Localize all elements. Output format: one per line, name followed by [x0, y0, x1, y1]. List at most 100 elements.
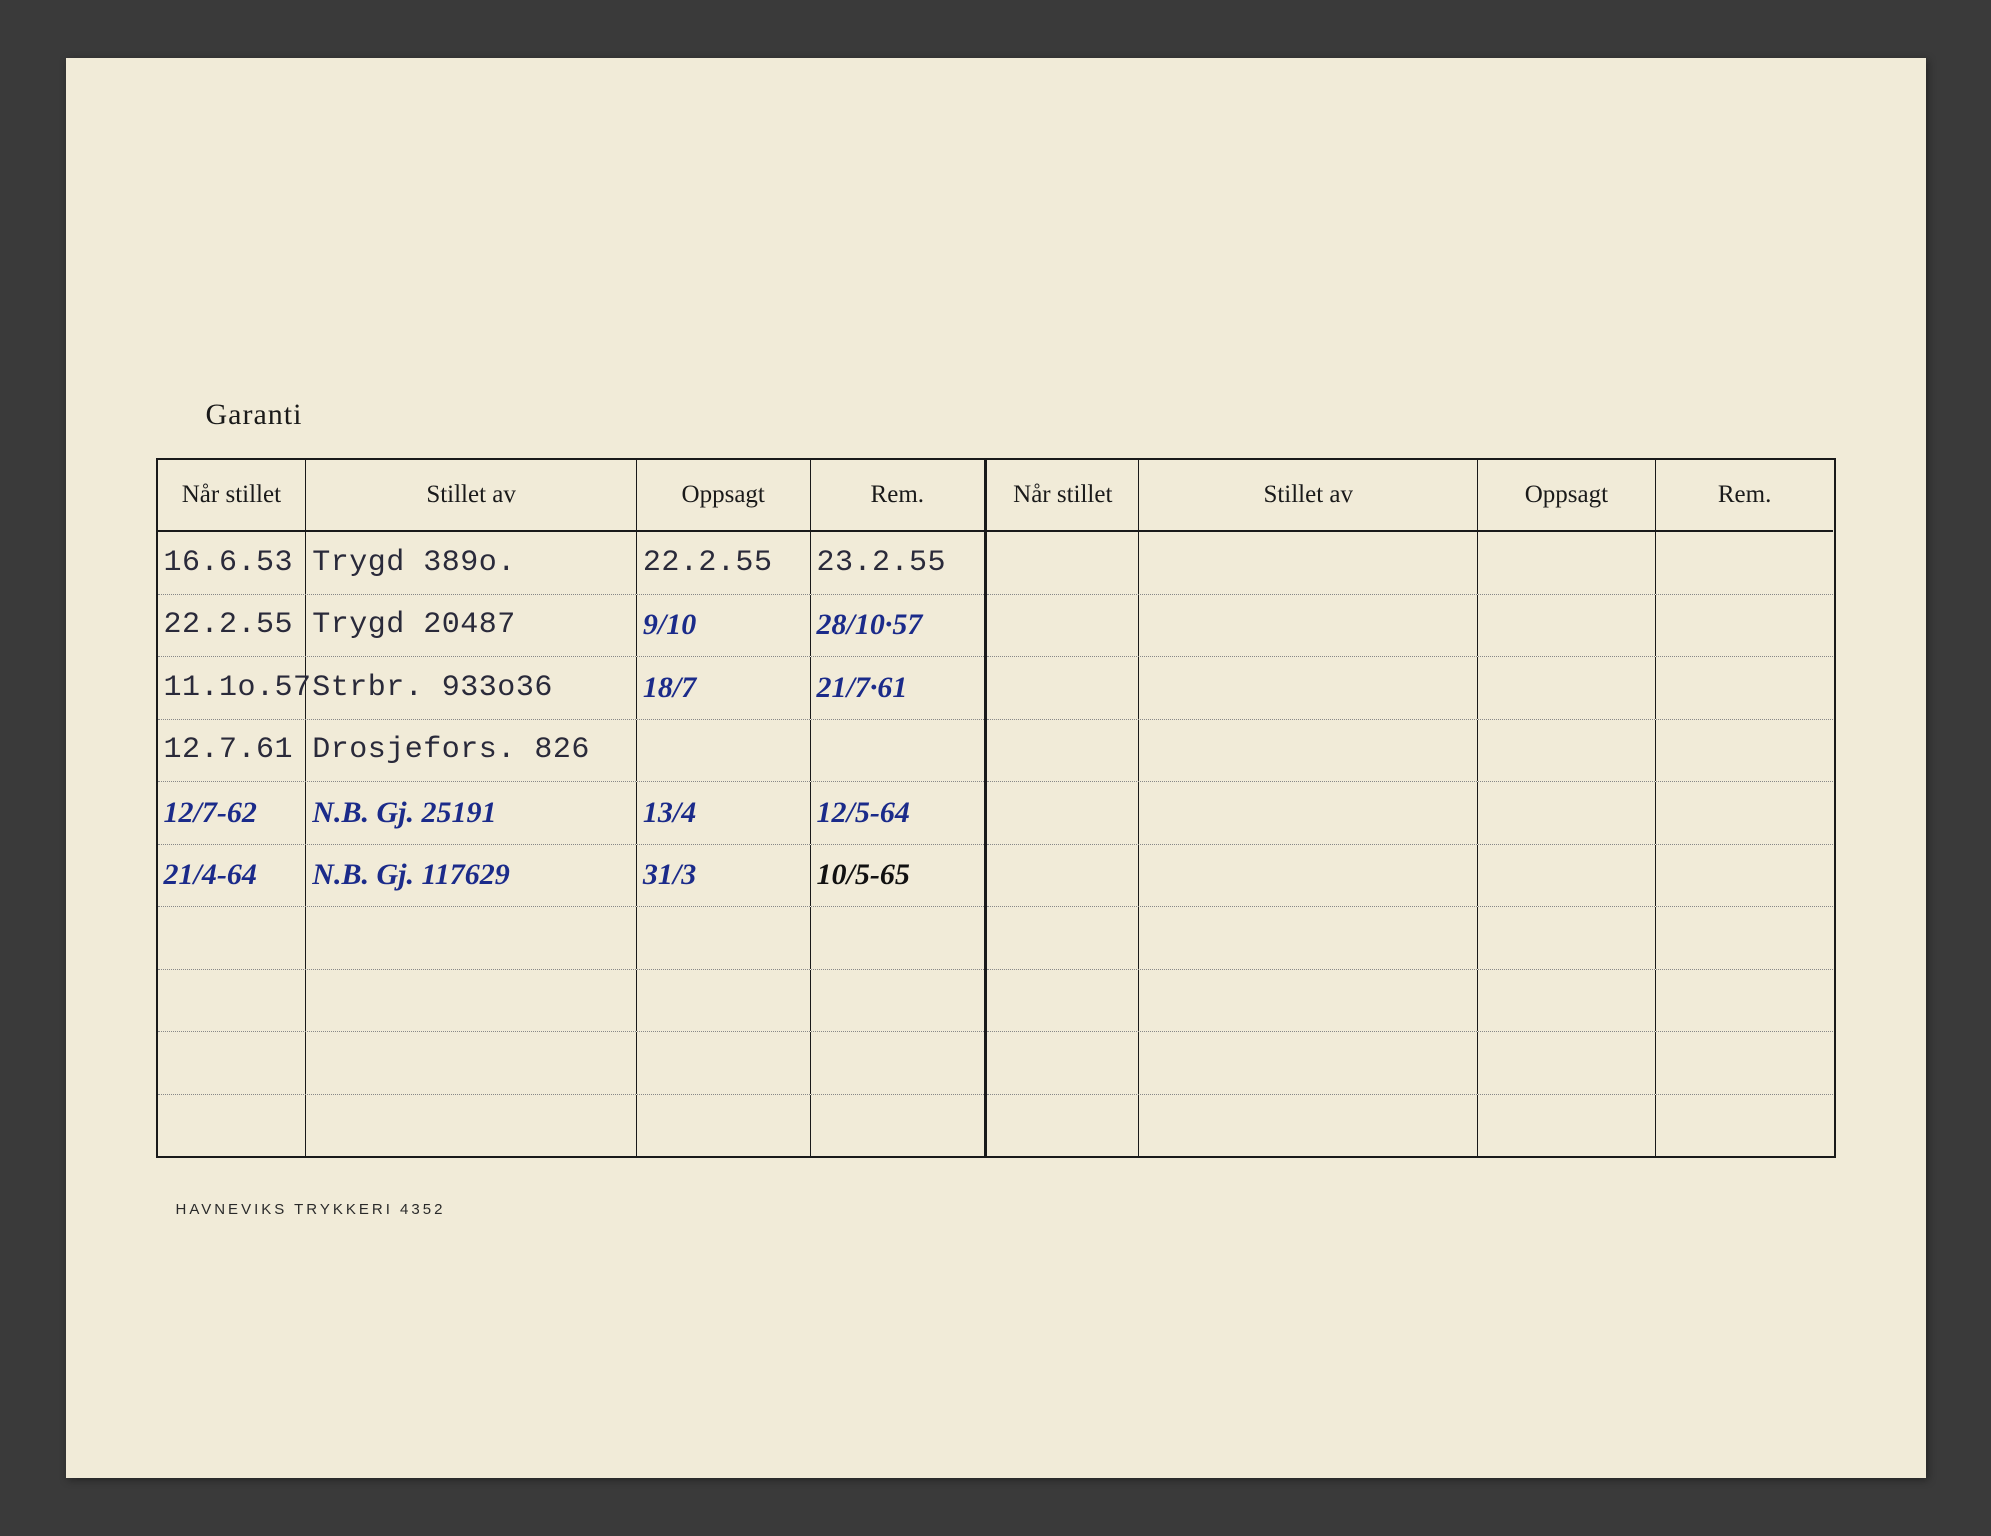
cell-value: 31/3 [643, 858, 696, 892]
table-cell [1139, 595, 1478, 657]
cell-value: Trygd 389o. [312, 546, 516, 580]
cell-value: 12/7-62 [164, 796, 257, 830]
cell-value: Strbr. 933o36 [312, 671, 553, 705]
table-cell [306, 970, 637, 1032]
table-cell: 22.2.55 [637, 532, 811, 594]
table-cell [1139, 720, 1478, 782]
cell-value: 9/10 [643, 608, 696, 642]
cell-value: 22.2.55 [643, 546, 773, 580]
table-cell [1656, 657, 1834, 719]
table-row: 21/4-64N.B. Gj. 11762931/310/5-65 [158, 845, 985, 908]
header-rem: Rem. [811, 460, 985, 530]
cell-value: 18/7 [643, 671, 696, 705]
table-row [158, 1032, 985, 1095]
table-cell [637, 907, 811, 969]
table-row: 11.1o.57Strbr. 933o36 18/7 21/7·61 [158, 657, 985, 720]
table-cell: 9/10 [637, 595, 811, 657]
table-cell [1656, 595, 1834, 657]
cell-value: Trygd 20487 [312, 608, 516, 642]
table-cell [158, 907, 307, 969]
table-cell: N.B. Gj. 25191 [306, 782, 637, 844]
table-cell [1478, 595, 1656, 657]
table-cell [1656, 1095, 1834, 1157]
table-cell [987, 720, 1139, 782]
table-cell [811, 1095, 985, 1157]
cell-value: 12.7.61 [164, 733, 294, 767]
header-nar-stillet: Når stillet [987, 460, 1139, 530]
table-cell: Trygd 20487 [306, 595, 637, 657]
table-cell [637, 720, 811, 782]
table-cell [1478, 1095, 1656, 1157]
table-cell [1139, 657, 1478, 719]
header-rem: Rem. [1656, 460, 1834, 530]
table-cell [158, 970, 307, 1032]
table-cell [1656, 782, 1834, 844]
table-cell [987, 845, 1139, 907]
cell-value: 13/4 [643, 796, 696, 830]
table-cell [1656, 1032, 1834, 1094]
table-cell: 23.2.55 [811, 532, 985, 594]
table-right-half: Når stillet Stillet av Oppsagt Rem. [987, 460, 1833, 1156]
table-cell [1656, 532, 1834, 594]
table-cell [158, 1095, 307, 1157]
table-cell: 13/4 [637, 782, 811, 844]
cell-value: N.B. Gj. 25191 [312, 796, 496, 830]
table-cell: 10/5-65 [811, 845, 985, 907]
table-row [987, 907, 1833, 970]
table-row [987, 1032, 1833, 1095]
table-cell [1139, 532, 1478, 594]
table-cell [1139, 1095, 1478, 1157]
table-cell: Strbr. 933o36 [306, 657, 637, 719]
table-cell [811, 720, 985, 782]
table-cell: 18/7 [637, 657, 811, 719]
header-oppsagt: Oppsagt [1478, 460, 1656, 530]
table-cell [987, 657, 1139, 719]
card-title: Garanti [206, 398, 303, 432]
cell-value: 21/7·61 [817, 671, 908, 705]
table-cell [1656, 907, 1834, 969]
cell-value: 23.2.55 [817, 546, 947, 580]
table-row: 22.2.55Trygd 20487 9/10 28/10·57 [158, 595, 985, 658]
table-row [987, 657, 1833, 720]
header-stillet-av: Stillet av [306, 460, 637, 530]
table-cell: 22.2.55 [158, 595, 307, 657]
table-cell [987, 907, 1139, 969]
table-cell [987, 1032, 1139, 1094]
cell-value: N.B. Gj. 117629 [312, 858, 510, 892]
table-row [987, 720, 1833, 783]
header-row-right: Når stillet Stillet av Oppsagt Rem. [987, 460, 1833, 532]
table-row [987, 970, 1833, 1033]
table-cell [1656, 845, 1834, 907]
table-cell [811, 907, 985, 969]
table-cell [1139, 845, 1478, 907]
table-cell [1478, 845, 1656, 907]
table-cell: 28/10·57 [811, 595, 985, 657]
table-cell [987, 970, 1139, 1032]
table-cell: 31/3 [637, 845, 811, 907]
table-row: 12/7-62 N.B. Gj. 25191 13/4 12/5-64 [158, 782, 985, 845]
table-cell: Drosjefors. 826 [306, 720, 637, 782]
table-cell [1478, 970, 1656, 1032]
table-row [158, 1095, 985, 1157]
table-row [987, 1095, 1833, 1157]
table-cell [637, 970, 811, 1032]
table-cell [987, 595, 1139, 657]
table-cell [1139, 907, 1478, 969]
table-cell [811, 1032, 985, 1094]
printer-footer: HAVNEVIKS TRYKKERI 4352 [176, 1201, 446, 1218]
index-card: Garanti Når stillet Stillet av Oppsagt R… [66, 58, 1926, 1478]
table-cell: 11.1o.57 [158, 657, 307, 719]
cell-value: 10/5-65 [817, 858, 910, 892]
table-cell [637, 1032, 811, 1094]
cell-value: 12/5-64 [817, 796, 910, 830]
table-cell [1139, 782, 1478, 844]
header-row-left: Når stillet Stillet av Oppsagt Rem. [158, 460, 985, 532]
table-row: 12.7.61 Drosjefors. 826 [158, 720, 985, 783]
table-cell [306, 907, 637, 969]
table-row [987, 532, 1833, 595]
garanti-table: Når stillet Stillet av Oppsagt Rem. 16.6… [156, 458, 1836, 1158]
table-cell: 12/7-62 [158, 782, 307, 844]
table-cell: 12/5-64 [811, 782, 985, 844]
header-oppsagt: Oppsagt [637, 460, 811, 530]
table-cell [987, 1095, 1139, 1157]
